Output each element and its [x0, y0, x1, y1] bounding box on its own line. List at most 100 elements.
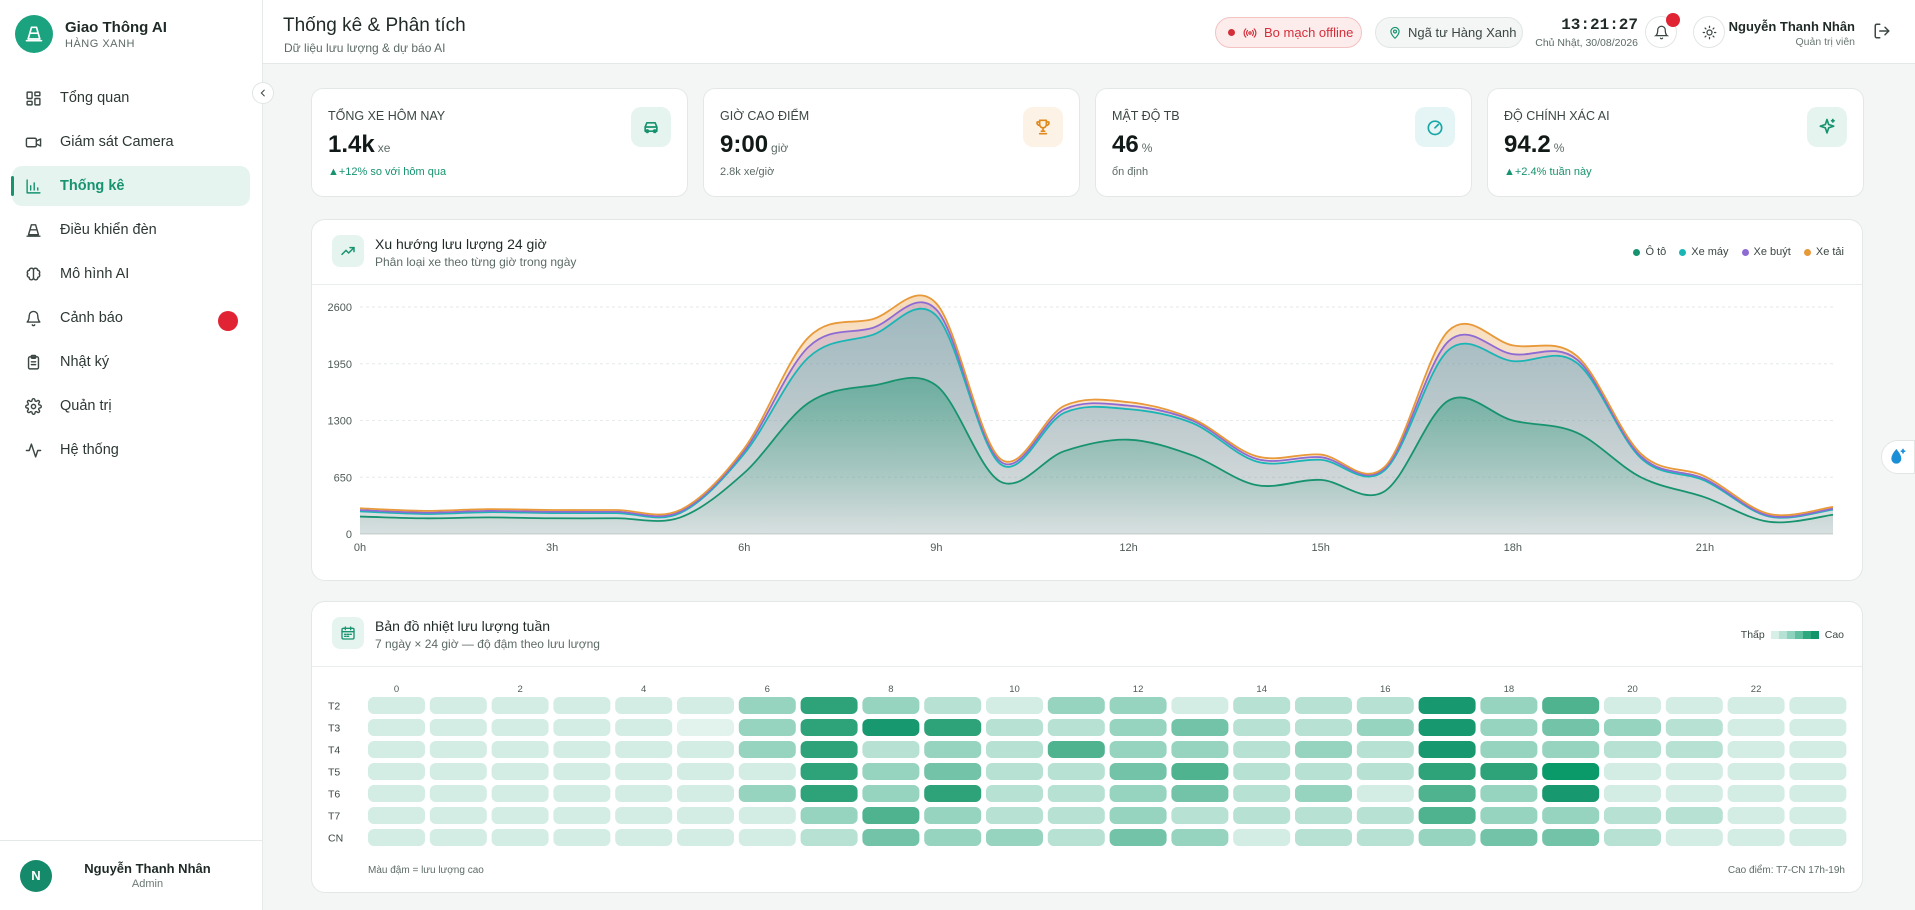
sidebar-item-2[interactable]: Thống kê	[11, 166, 250, 206]
heatmap-cell	[1789, 763, 1847, 780]
heatmap-cell	[1356, 785, 1414, 802]
heatmap-cell	[1171, 697, 1229, 714]
clipboard-icon-wrap	[24, 353, 42, 371]
sun-icon	[1702, 25, 1716, 39]
heatmap-cell	[738, 829, 796, 846]
heatmap-cell	[924, 719, 982, 736]
heatmap-cell	[553, 807, 611, 824]
sidebar-item-6[interactable]: Nhật ký	[12, 342, 250, 382]
board-status-badge[interactable]: Bo mạch offline	[1215, 17, 1362, 48]
bar-chart-icon-wrap	[24, 177, 42, 195]
heatmap-cell	[553, 741, 611, 758]
heatmap-cell	[1356, 719, 1414, 736]
x-tick-label: 6h	[738, 542, 750, 554]
heatmap-cell	[1047, 741, 1105, 758]
heatmap-cell	[1171, 741, 1229, 758]
heatmap-cell	[1109, 829, 1167, 846]
sidebar-item-8[interactable]: Hệ thống	[12, 430, 250, 470]
heatmap-cell	[862, 807, 920, 824]
legend-dot	[1633, 248, 1641, 256]
heatmap-cell	[429, 741, 487, 758]
stat-icon	[1023, 107, 1063, 147]
heatmap-peak-note: Cao điểm: T7-CN 17h-19h	[1727, 865, 1845, 876]
y-tick-label: 2600	[328, 302, 352, 314]
heatmap-cell	[800, 785, 858, 802]
heatmap-col-label: 6	[765, 684, 770, 695]
heatmap-legend-high: Cao	[1824, 629, 1844, 641]
heatmap-cell	[800, 697, 858, 714]
stat-footnote: ▲+12% so với hôm qua	[328, 166, 447, 178]
stat-unit: %	[1553, 141, 1565, 155]
heatmap-cell	[1789, 807, 1847, 824]
heatmap-legend: Thấp Cao	[1741, 629, 1844, 641]
stat-value: 9:00 giờ	[720, 131, 788, 159]
heatmap-cell	[1356, 807, 1414, 824]
sidebar-user[interactable]: N Nguyễn Thanh Nhân Admin	[0, 840, 263, 910]
heatmap-cell	[1356, 829, 1414, 846]
header-user[interactable]: Nguyễn Thanh Nhân Quản trị viên	[1643, 19, 1855, 48]
theme-toggle-button[interactable]	[1693, 16, 1725, 48]
legend-label: Ô tô	[1645, 246, 1667, 258]
brand[interactable]: Giao Thông AI HÀNG XANH	[0, 0, 262, 68]
legend-item[interactable]: Xe tải	[1803, 246, 1844, 258]
legend-item[interactable]: Xe buýt	[1741, 246, 1791, 258]
sidebar-item-4[interactable]: Mô hình AI	[12, 254, 250, 294]
sidebar-item-0[interactable]: Tổng quan	[12, 78, 250, 118]
heatmap-row-label: T6	[328, 789, 340, 801]
heatmap-row-label: CN	[328, 833, 343, 845]
bell-icon	[1653, 25, 1669, 39]
page-title: Thống kê & Phân tích	[283, 15, 466, 36]
heatmap-cell	[677, 697, 734, 714]
heatmap-cell	[1418, 697, 1476, 714]
heatmap-cell	[1480, 763, 1538, 780]
heatmap-cell	[738, 785, 796, 802]
sidebar-item-5[interactable]: Cảnh báo	[12, 298, 250, 338]
heatmap-cell	[615, 807, 673, 824]
sidebar-collapse-button[interactable]	[252, 82, 274, 104]
heatmap-cell	[1233, 829, 1291, 846]
sidebar-item-7[interactable]: Quản trị	[12, 386, 250, 426]
page-scrollbar[interactable]	[1909, 64, 1915, 910]
avatar: N	[20, 859, 52, 892]
legend-item[interactable]: Ô tô	[1633, 246, 1666, 258]
notifications-button[interactable]	[1645, 13, 1680, 48]
x-tick-label: 18h	[1504, 542, 1522, 554]
heatmap-cell	[491, 719, 549, 736]
gauge-icon	[1427, 120, 1443, 136]
sidebar-item-1[interactable]: Giám sát Camera	[12, 122, 250, 162]
heatmap-cell	[800, 829, 858, 846]
stat-footnote: 2.8k xe/giờ	[720, 166, 775, 178]
bell-icon	[25, 310, 41, 326]
heatmap-cell	[1604, 829, 1661, 846]
heatmap-cell	[986, 807, 1043, 824]
heatmap-cell	[1047, 719, 1105, 736]
heatmap-cell	[1295, 829, 1352, 846]
heatmap-cell	[1418, 741, 1476, 758]
heatmap-cell	[553, 763, 611, 780]
legend-item[interactable]: Xe máy	[1679, 246, 1729, 258]
clock-time: 13:21:27	[1561, 16, 1638, 34]
traffic-cone-logo-icon	[15, 15, 53, 53]
heatmap-col-label: 2	[517, 684, 522, 695]
sidebar-item-3[interactable]: Điều khiển đèn	[12, 210, 250, 250]
stat-number: 9:00	[720, 131, 769, 158]
heatmap-cell	[553, 697, 611, 714]
x-tick-label: 21h	[1696, 542, 1714, 554]
heatmap-cell	[1295, 719, 1352, 736]
stat-icon	[631, 107, 671, 147]
alert-badge	[218, 311, 238, 331]
heatmap-cell	[1295, 785, 1352, 802]
logout-button[interactable]	[1873, 22, 1891, 45]
legend-label: Xe tải	[1815, 246, 1844, 258]
heatmap-cell	[1604, 697, 1661, 714]
heatmap-cell	[1109, 807, 1167, 824]
heatmap-cell	[1109, 741, 1167, 758]
heatmap-cell	[677, 785, 734, 802]
heatmap-cell	[1727, 807, 1785, 824]
heatmap-cell	[1542, 763, 1600, 780]
assistant-fab[interactable]	[1881, 440, 1915, 474]
heatmap-cell	[1665, 719, 1723, 736]
location-selector[interactable]: Ngã tư Hàng Xanh	[1375, 17, 1523, 48]
heatmap-cell	[553, 829, 611, 846]
heatmap-legend-scale	[1770, 631, 1819, 639]
